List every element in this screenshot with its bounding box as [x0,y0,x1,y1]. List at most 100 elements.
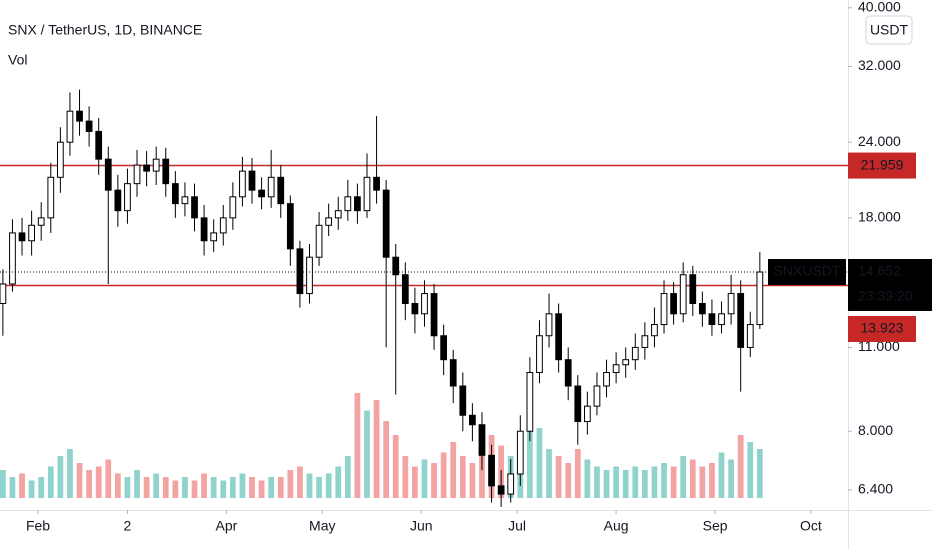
volume-bar [105,459,112,498]
candle-body [488,454,495,487]
candle-body [679,274,687,315]
candle-body [56,141,64,178]
volume-bar [574,449,581,498]
candle-body [392,256,400,276]
volume-bar [124,477,131,498]
candle-body [152,158,160,172]
candle-body [689,274,697,304]
volume-bar [718,452,725,498]
x-tick-label: Apr [216,518,238,534]
volume-bar [268,477,275,498]
volume-bar [555,456,562,498]
candle-body [526,372,534,432]
x-tick-label: Jun [410,518,433,534]
candle-body [124,183,131,212]
volume-bar [287,470,294,498]
volume-bar [536,428,543,498]
volume-bar [594,466,600,498]
volume-bar [479,449,485,498]
volume-bar [9,477,16,498]
candle-body [277,176,285,205]
volume-bar [57,456,64,498]
volume-bar [689,459,696,498]
price-label-box [848,316,916,343]
volume-bar [584,459,591,498]
volume-bar [316,477,322,498]
x-tick-label: May [309,518,335,534]
volume-bar [747,442,754,498]
volume-bar [670,466,677,498]
price-label: 13.923 [861,320,904,336]
volume-bar [325,473,332,498]
candle-body [133,164,141,185]
candle-body [191,196,198,219]
volume-bar [134,470,140,498]
volume-bar [28,480,35,498]
volume-bar [421,459,428,498]
candle-body [507,473,515,495]
volume-bar [392,435,399,498]
y-tick-label: 11.000 [858,338,900,354]
volume-bar [373,400,380,498]
candle-body [746,324,754,348]
volume-bar [622,470,629,498]
candle-body [104,158,112,191]
candle-body [114,189,122,212]
candle-body [28,224,35,242]
candle-body [583,405,591,423]
candle-body [171,183,179,205]
y-tick-label: 32.000 [858,57,901,73]
volume-bar [699,466,706,498]
candle-body [181,196,189,205]
x-tick-label: Sep [703,518,728,534]
candle-body [641,335,649,348]
volume-bar [603,470,610,498]
candle-body [47,176,55,219]
symbol-label: SNXUSDT [774,263,841,279]
candle-body [373,176,380,191]
currency-button-label[interactable]: USDT [870,22,909,38]
volume-bar [153,473,160,498]
candle-body [421,293,428,315]
candle-body [0,283,7,304]
volume-bar [306,473,313,498]
volume-bar [412,466,418,498]
candle-body [258,189,265,198]
candle-body [325,217,333,226]
volume-bar [258,480,265,498]
candle-body [440,335,448,361]
candle-body [622,359,630,366]
volume-bar [354,393,361,498]
volume-bar [459,456,466,498]
candle-body [219,217,227,234]
candle-body [9,232,16,285]
candle-body [603,372,610,387]
candle-body [718,313,725,326]
candle-body [95,130,103,160]
volume-bar [651,466,658,498]
volume-bar [76,463,83,498]
x-tick-label: Aug [604,518,629,534]
volume-bar [709,463,715,498]
candle-body [85,120,93,132]
candle-body [449,359,457,387]
currency-button[interactable] [865,15,913,45]
candle-body [469,414,476,426]
candle-body [564,359,572,387]
volume-bar [0,470,6,498]
volume-label: Vol [8,52,27,68]
volume-bar [143,477,150,498]
price-label-box [848,152,916,179]
candle-body [593,385,601,407]
x-tick-label: Jul [508,518,526,534]
candle-body [516,430,524,475]
y-tick-label: 40.000 [858,0,901,14]
candle-body [430,293,438,337]
candle-body [574,385,582,423]
candle-body [545,313,553,337]
volume-bar [527,407,533,498]
x-tick-label: Oct [800,518,822,534]
volume-bar [182,477,188,498]
volume-bar [613,466,619,498]
